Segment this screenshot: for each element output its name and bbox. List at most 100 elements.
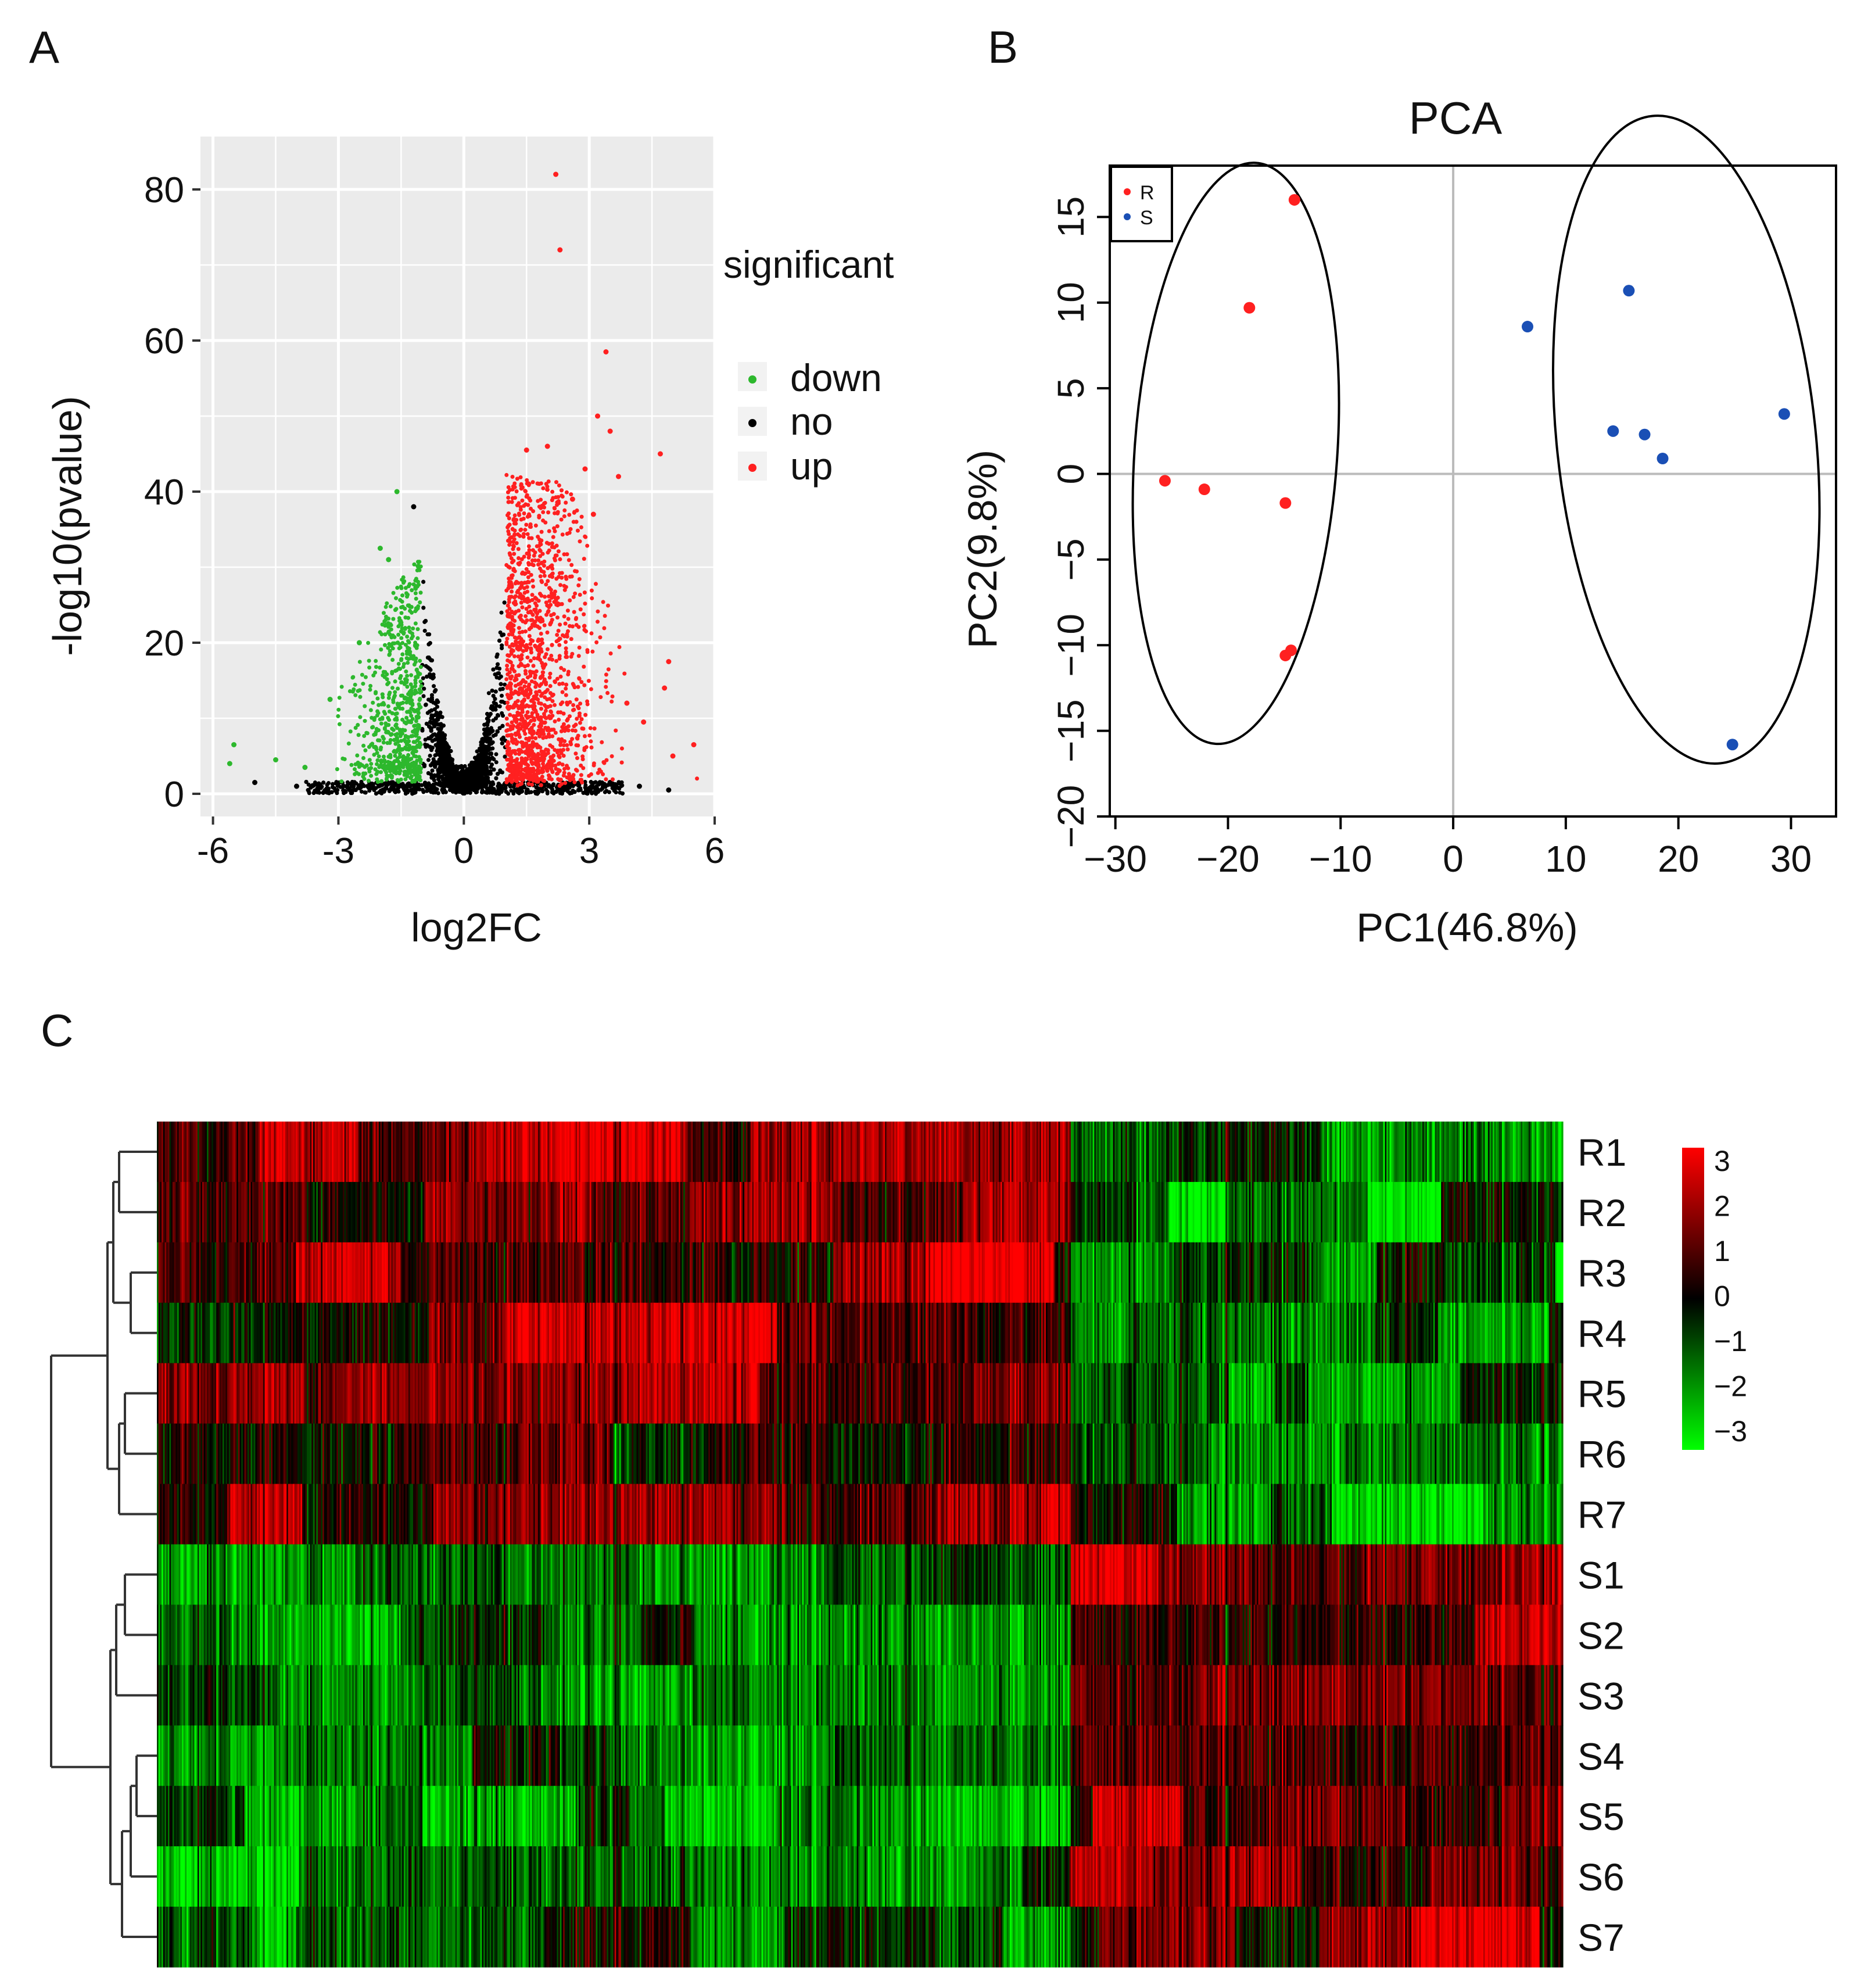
volcano-point-down [369, 766, 374, 771]
volcano-point-no [437, 761, 442, 766]
volcano-point-no [636, 783, 642, 789]
volcano-point-no [325, 783, 329, 787]
volcano-point-down [403, 677, 407, 682]
volcano-point-no [501, 714, 505, 718]
volcano-point-down [399, 778, 403, 782]
volcano-point-down [392, 693, 397, 698]
volcano-point-no [593, 789, 597, 793]
volcano-point-no [611, 784, 616, 789]
volcano-point-down [390, 669, 395, 674]
volcano-point-down [415, 775, 420, 779]
volcano-point-no [504, 790, 508, 794]
volcano-point-no [469, 765, 474, 769]
volcano-point-no [486, 691, 491, 696]
volcano-point-down [380, 692, 385, 697]
volcano-point-no [451, 765, 456, 769]
volcano-point-no [321, 780, 326, 785]
volcano-point-no [571, 784, 575, 789]
volcano-point-down [395, 711, 399, 716]
volcano-point-down [391, 590, 396, 595]
volcano-point-down [361, 756, 365, 761]
volcano-point-no [422, 764, 426, 769]
volcano-point-up [589, 745, 594, 750]
volcano-point-no [332, 786, 336, 790]
volcano-point-no [502, 600, 507, 605]
volcano-point-down [414, 719, 418, 723]
volcano-point-down [385, 601, 389, 606]
volcano-point-down [378, 630, 382, 635]
volcano-point-down [400, 578, 404, 582]
volcano-point-down [409, 604, 414, 609]
volcano-point-down [366, 779, 371, 783]
volcano-point-down [358, 715, 363, 719]
volcano-points-no [252, 504, 672, 796]
volcano-point-down [384, 777, 389, 782]
volcano-point-no [413, 786, 418, 791]
volcano-point-down [417, 769, 421, 774]
volcano-point-down [390, 658, 395, 662]
volcano-point-no [666, 787, 672, 793]
volcano-point-no [499, 610, 504, 615]
volcano-point-no [356, 783, 361, 788]
volcano-point-no [493, 789, 497, 794]
volcano-point-down [355, 753, 360, 758]
volcano-point-down [386, 625, 391, 629]
volcano-point-down [404, 591, 408, 596]
volcano-point-no [500, 741, 504, 746]
volcano-point-no [499, 693, 504, 698]
volcano-point-down [402, 720, 407, 725]
volcano-point-down [382, 764, 386, 769]
volcano-point-no [493, 701, 498, 706]
volcano-point-down [414, 668, 419, 672]
volcano-point-down [411, 740, 416, 744]
volcano-point-no [479, 761, 483, 765]
volcano-point-down [412, 662, 417, 667]
volcano-point-no [426, 758, 431, 762]
volcano-point-no [497, 726, 502, 730]
volcano-point-no [585, 791, 590, 796]
volcano-point-down [417, 566, 421, 571]
volcano-point-no [468, 773, 473, 778]
volcano-point-no [381, 789, 385, 794]
volcano-point-no [591, 780, 596, 785]
volcano-point-down [396, 632, 401, 637]
volcano-point-down [418, 679, 423, 684]
volcano-point-down [409, 720, 414, 725]
volcano-point-no [487, 712, 492, 717]
volcano-point-down [407, 757, 412, 762]
volcano-point-down [414, 607, 419, 612]
volcano-point-down [374, 690, 378, 694]
volcano-point-down [381, 754, 386, 759]
volcano-point-no [615, 785, 620, 790]
volcano-point-down [335, 767, 339, 772]
volcano-point-down [369, 761, 374, 766]
volcano-point-down [379, 745, 383, 750]
volcano-point-down [366, 640, 371, 645]
volcano-point-no [428, 672, 432, 676]
volcano-point-down [410, 588, 414, 593]
volcano-point-no [370, 785, 375, 789]
volcano-point-down [399, 586, 404, 590]
volcano-point-no [468, 784, 472, 789]
volcano-point-no [478, 746, 482, 751]
volcano-point-no [311, 791, 316, 796]
volcano-point-no [435, 711, 439, 715]
volcano-point-down [409, 673, 414, 678]
volcano-point-down [394, 596, 399, 600]
volcano-point-down [357, 764, 361, 769]
volcano-point-down [406, 771, 410, 776]
volcano-point-down [400, 700, 405, 705]
volcano-point-down [417, 698, 422, 703]
volcano-point-down [386, 646, 390, 650]
volcano-point-down [416, 715, 421, 719]
volcano-point-no [487, 780, 492, 785]
volcano-point-down [400, 593, 405, 598]
volcano-point-down [361, 743, 366, 748]
volcano-point-down [390, 686, 395, 690]
volcano-point-down [382, 619, 387, 624]
volcano-point-down [391, 728, 396, 732]
volcano-point-no [485, 726, 490, 731]
volcano-point-down [375, 738, 380, 743]
volcano-point-no [424, 619, 428, 624]
volcano-point-no [429, 716, 433, 721]
